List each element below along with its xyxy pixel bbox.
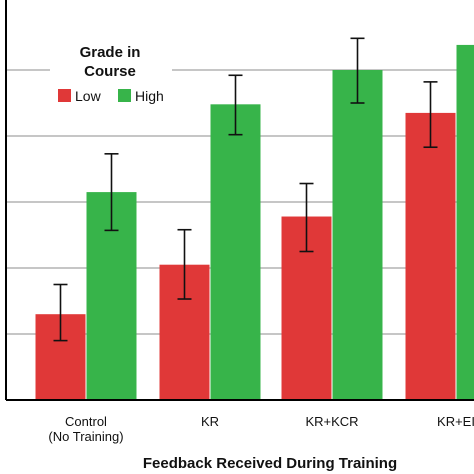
x-tick-label-line: KR+KCR	[305, 414, 358, 429]
x-tick-label-line: KR	[201, 414, 219, 429]
x-tick-label-line: (No Training)	[48, 429, 123, 444]
error-bar-low-4	[423, 81, 438, 149]
error-bars	[53, 37, 438, 342]
error-bar-high-2	[228, 74, 243, 136]
x-tick-label-1: Control (No Training)	[48, 414, 123, 444]
legend-title-line-1: Grade in	[80, 44, 141, 61]
x-tick-label-line: Control	[65, 414, 107, 429]
error-bar-high-1	[104, 153, 119, 232]
bar-high-2	[210, 104, 261, 400]
error-bar-high-3	[350, 37, 365, 104]
error-bar-low-3	[299, 182, 314, 253]
error-bar-low-1	[53, 283, 68, 342]
bar-high-4	[456, 44, 474, 401]
bar-high-3	[332, 70, 383, 400]
x-tick-label-2: KR	[201, 414, 219, 429]
error-bar-low-2	[177, 228, 192, 300]
legend-items: Low High	[58, 88, 164, 104]
legend-title-line-2: Course	[84, 63, 136, 80]
x-tick-label-4: KR+EI	[437, 414, 474, 429]
legend-label-low: Low	[75, 88, 102, 104]
x-axis-title: Feedback Received During Training	[143, 455, 397, 472]
bars	[35, 44, 474, 401]
x-tick-labels: Control (No Training) KR KR+KCR KR+EI	[48, 414, 474, 444]
bar-low-4	[405, 112, 456, 401]
x-tick-label-3: KR+KCR	[305, 414, 358, 429]
legend: Grade in Course Low High	[50, 40, 172, 110]
x-tick-label-line: KR+EI	[437, 414, 474, 429]
legend-swatch-low	[58, 89, 71, 102]
legend-swatch-high	[118, 89, 131, 102]
legend-label-high: High	[135, 88, 164, 104]
